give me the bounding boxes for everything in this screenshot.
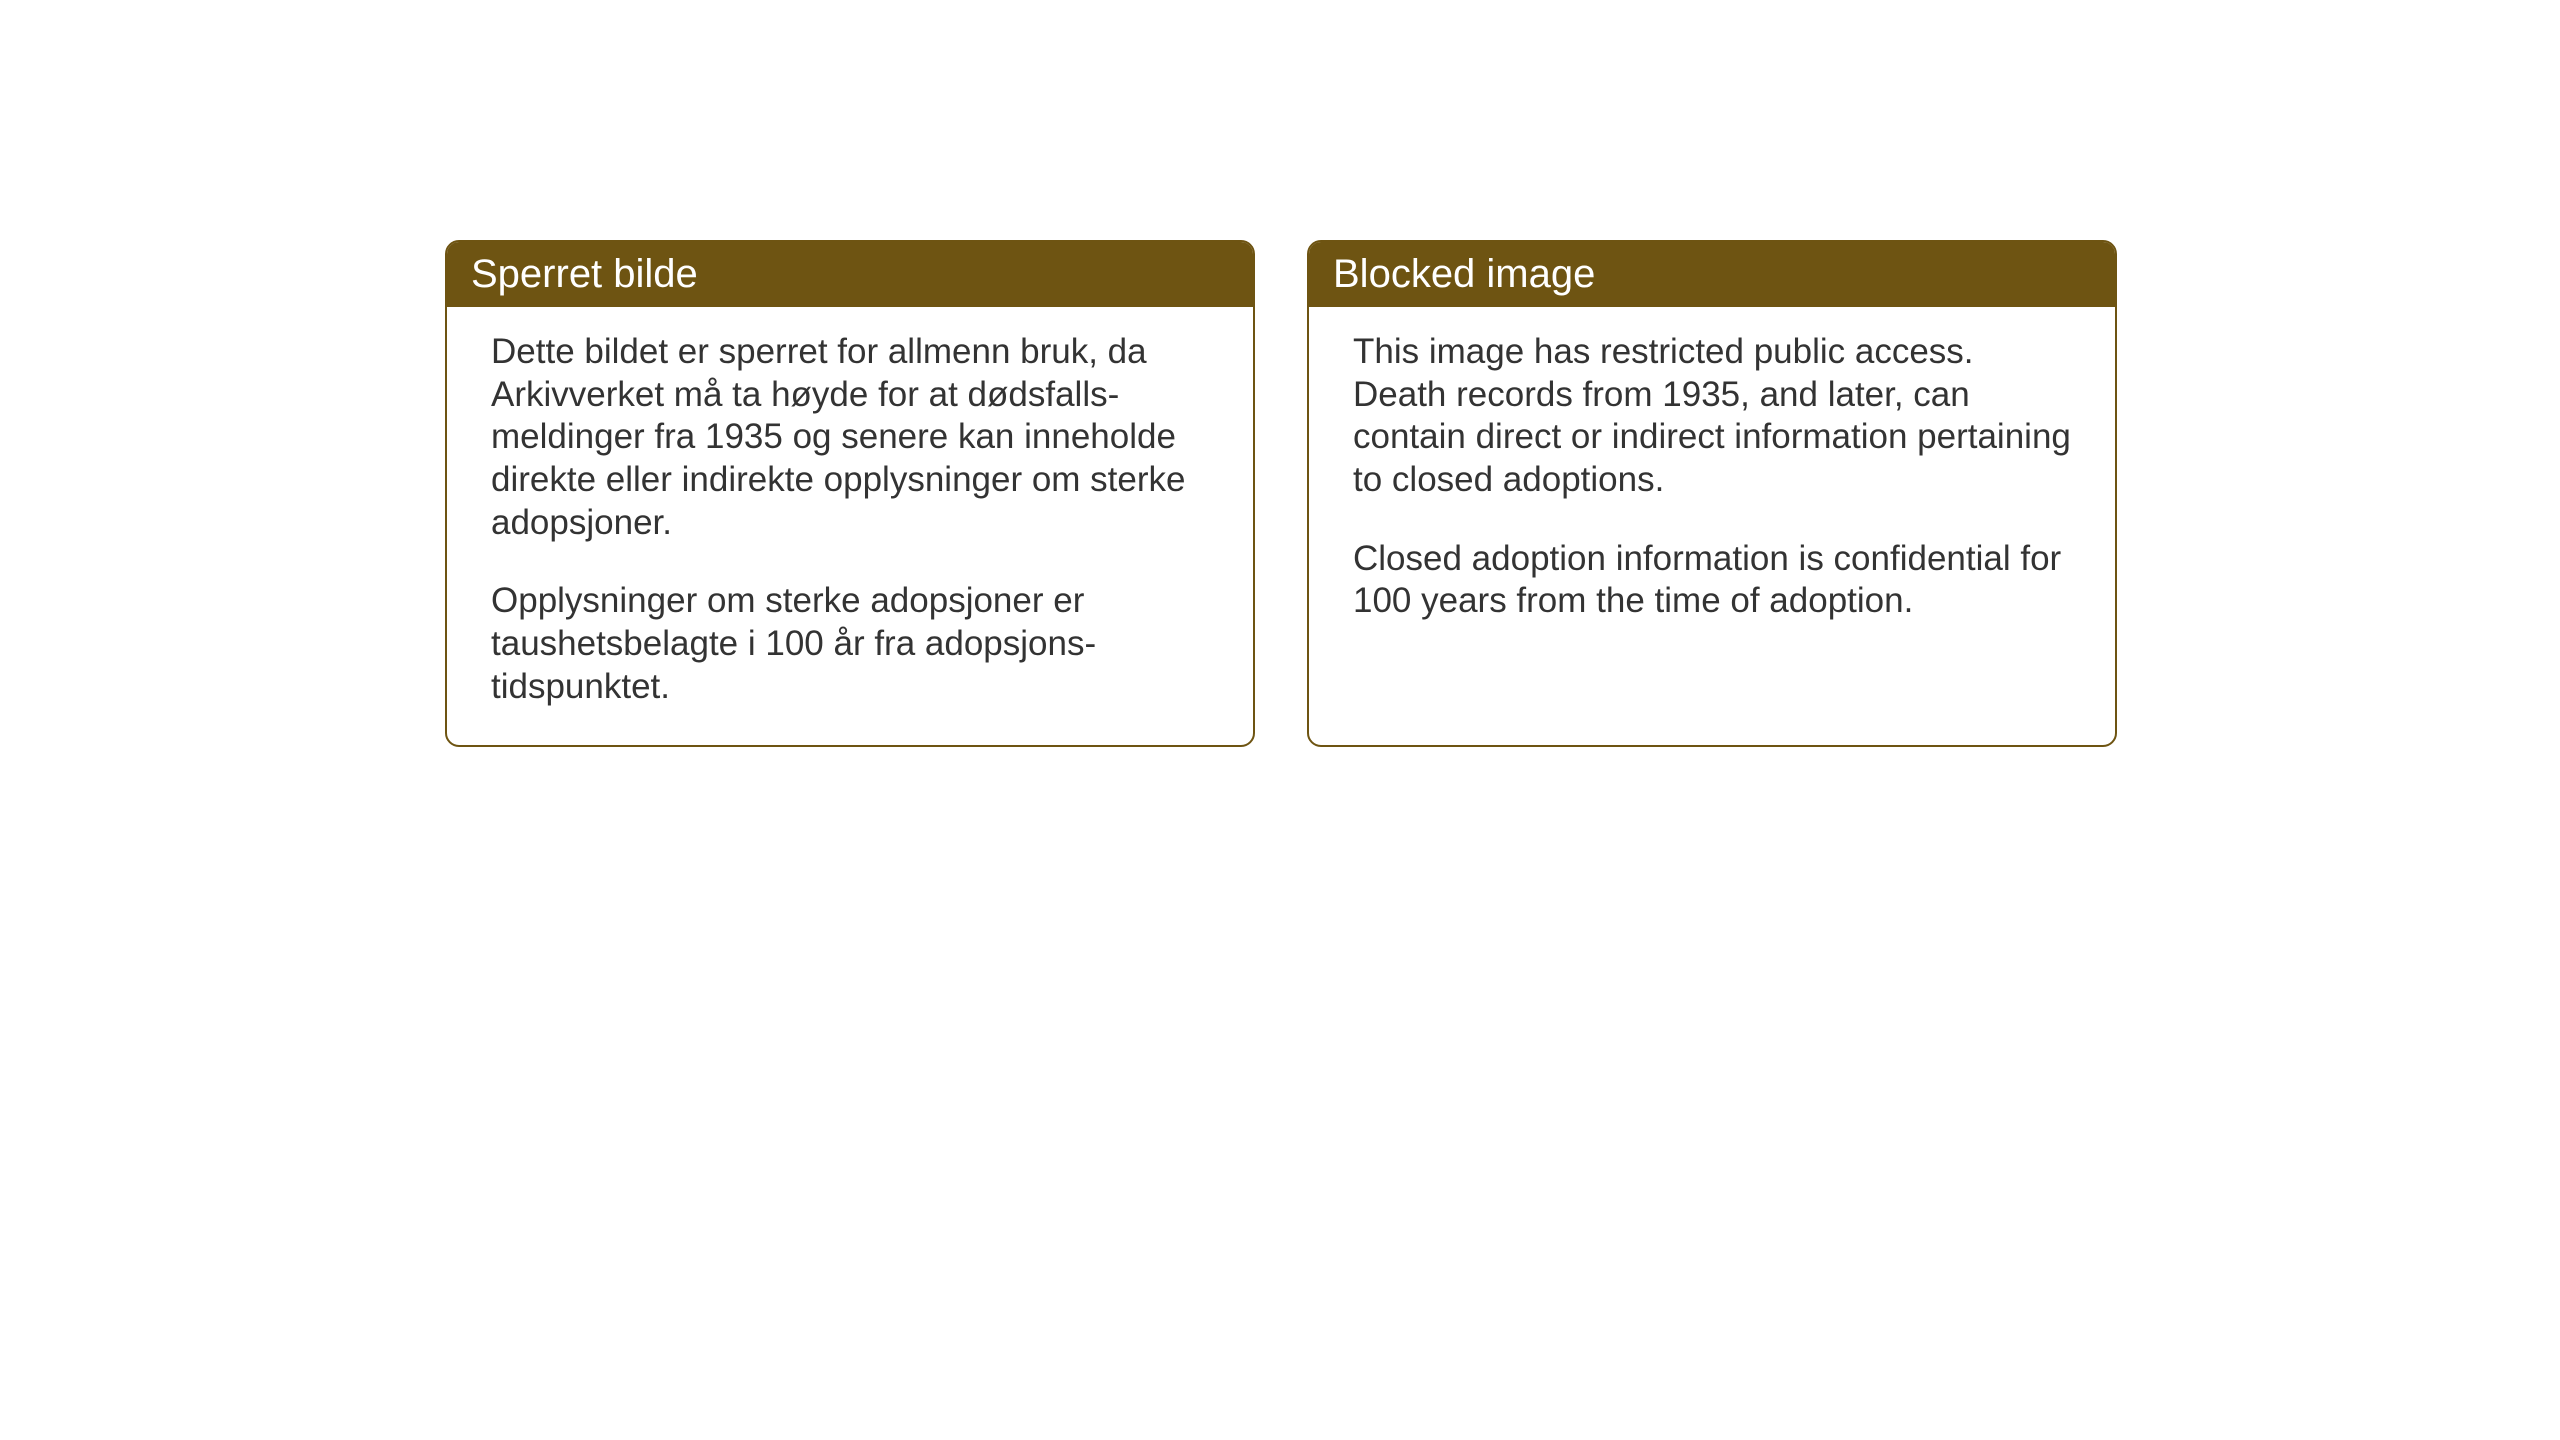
card-title-english: Blocked image [1333, 252, 1595, 296]
card-header-english: Blocked image [1309, 242, 2115, 307]
notice-card-norwegian: Sperret bilde Dette bildet er sperret fo… [445, 240, 1255, 747]
card-title-norwegian: Sperret bilde [471, 252, 698, 296]
notice-card-english: Blocked image This image has restricted … [1307, 240, 2117, 747]
notice-cards-container: Sperret bilde Dette bildet er sperret fo… [445, 240, 2560, 747]
card-paragraph1-english: This image has restricted public access.… [1353, 331, 2071, 502]
card-body-norwegian: Dette bildet er sperret for allmenn bruk… [447, 307, 1253, 745]
card-paragraph2-norwegian: Opplysninger om sterke adopsjoner er tau… [491, 580, 1209, 708]
card-body-english: This image has restricted public access.… [1309, 307, 2115, 659]
card-paragraph1-norwegian: Dette bildet er sperret for allmenn bruk… [491, 331, 1209, 544]
card-header-norwegian: Sperret bilde [447, 242, 1253, 307]
card-paragraph2-english: Closed adoption information is confident… [1353, 538, 2071, 623]
